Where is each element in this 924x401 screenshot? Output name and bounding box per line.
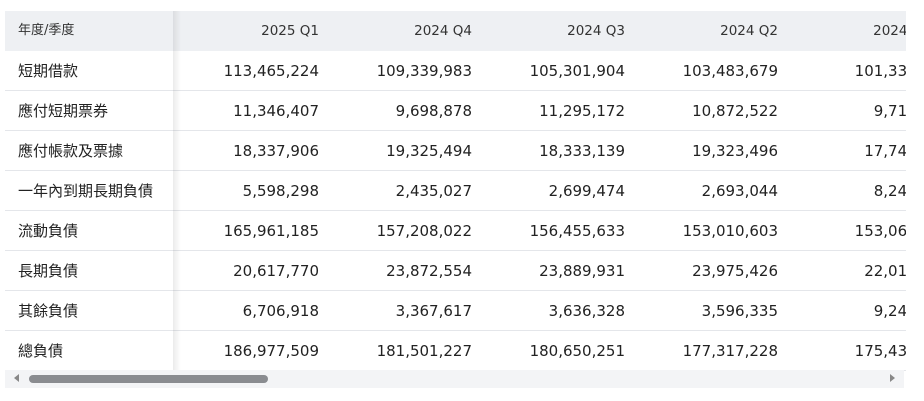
scroll-right-arrow-icon[interactable] [890,374,895,382]
row-label: 流動負債 [18,222,79,240]
value-cell: 17,747,8 [864,142,906,160]
value-cell: 18,333,139 [539,142,625,160]
row-label: 其餘負債 [18,302,79,320]
value-cell: 175,436,4 [854,342,906,360]
value-cell: 18,337,906 [233,142,319,160]
value-cell: 9,710,2 [873,102,906,120]
value-cell: 3,596,335 [701,302,778,320]
value-cell: 103,483,679 [682,62,778,80]
row-label: 長期負債 [18,262,79,280]
value-cell: 165,961,185 [223,222,319,240]
table-row: 一年內到期長期負債 5,598,298 2,435,027 2,699,474 … [5,171,906,211]
table-row: 流動負債 165,961,185 157,208,022 156,455,633… [5,211,906,251]
scrollbar-track[interactable] [27,375,882,383]
value-cell: 3,636,328 [548,302,625,320]
value-cell: 2,693,044 [701,182,778,200]
value-cell: 8,243,9 [873,182,906,200]
value-cell: 157,208,022 [376,222,472,240]
value-cell: 19,325,494 [386,142,472,160]
table-row: 短期借款 113,465,224 109,339,983 105,301,904… [5,51,906,91]
value-cell: 10,872,522 [692,102,778,120]
row-label: 總負債 [18,342,64,360]
value-cell: 105,301,904 [529,62,625,80]
horizontal-scrollbar[interactable] [5,370,904,388]
scrollbar-thumb[interactable] [29,375,268,383]
value-cell: 109,339,983 [376,62,472,80]
value-cell: 11,295,172 [539,102,625,120]
row-label: 短期借款 [18,62,79,80]
row-label: 應付帳款及票據 [18,142,124,160]
value-cell: 11,346,407 [233,102,319,120]
value-cell: 181,501,227 [376,342,472,360]
value-cell: 6,706,918 [242,302,319,320]
value-cell: 5,598,298 [242,182,319,200]
table-header-row: 年度/季度 2025 Q1 2024 Q4 2024 Q3 2024 Q2 20… [5,11,906,51]
table-row: 應付帳款及票據 18,337,906 19,325,494 18,333,139… [5,131,906,171]
value-cell: 153,063,4 [854,222,906,240]
value-cell: 9,698,878 [395,102,472,120]
value-cell: 3,367,617 [395,302,472,320]
row-label: 應付短期票券 [18,102,109,120]
row-label: 一年內到期長期負債 [18,182,154,200]
header-period-cell: 2024 Q1 [873,23,906,39]
value-cell: 153,010,603 [682,222,778,240]
header-period-cell: 2024 Q4 [414,23,472,39]
header-period-cell: 2024 Q3 [567,23,625,39]
table-row: 其餘負債 6,706,918 3,367,617 3,636,328 3,596… [5,291,906,331]
value-cell: 23,975,426 [692,262,778,280]
value-cell: 9,246,3 [873,302,906,320]
value-cell: 22,015,2 [864,262,906,280]
value-cell: 2,435,027 [395,182,472,200]
scroll-left-arrow-icon[interactable] [14,374,19,382]
header-period-cell: 2025 Q1 [261,23,319,39]
value-cell: 186,977,509 [223,342,319,360]
value-cell: 156,455,633 [529,222,625,240]
value-cell: 177,317,228 [682,342,778,360]
value-cell: 20,617,770 [233,262,319,280]
value-cell: 23,889,931 [539,262,625,280]
value-cell: 113,465,224 [223,62,319,80]
value-cell: 23,872,554 [386,262,472,280]
value-cell: 2,699,474 [548,182,625,200]
balance-sheet-table: 年度/季度 2025 Q1 2024 Q4 2024 Q3 2024 Q2 20… [5,11,906,376]
header-period-cell: 2024 Q2 [720,23,778,39]
table-row: 總負債 186,977,509 181,501,227 180,650,251 … [5,331,906,371]
value-cell: 101,330,2 [854,62,906,80]
value-cell: 19,323,496 [692,142,778,160]
header-label-cell: 年度/季度 [18,23,75,38]
table-row: 應付短期票券 11,346,407 9,698,878 11,295,172 1… [5,91,906,131]
table-row: 長期負債 20,617,770 23,872,554 23,889,931 23… [5,251,906,291]
value-cell: 180,650,251 [529,342,625,360]
